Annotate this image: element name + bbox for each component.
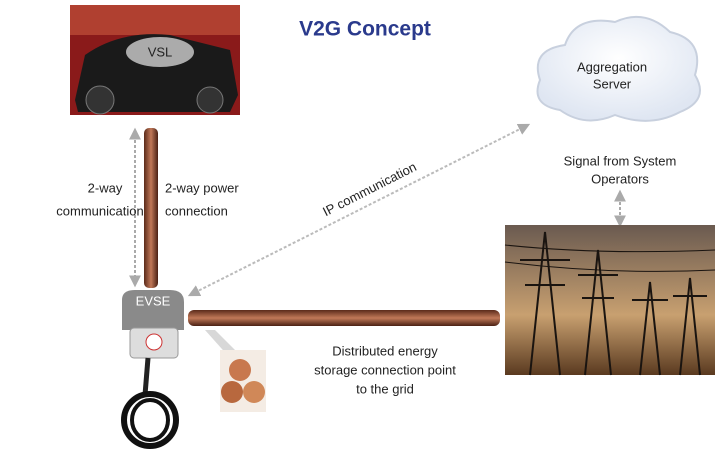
page: VSL V2G Concept Aggregation Server Signa… xyxy=(0,0,715,450)
evse-label: EVSE xyxy=(136,293,171,308)
diagram: VSL V2G Concept Aggregation Server Signa… xyxy=(0,0,715,450)
communication-label: 2-way xyxy=(88,180,123,195)
server-label: Server xyxy=(593,76,632,91)
ip-label: IP communication xyxy=(320,159,419,219)
grid-photo xyxy=(505,225,715,375)
signal-label: Signal from System xyxy=(564,153,677,168)
power-label: connection xyxy=(165,203,228,218)
signal-label: Operators xyxy=(591,171,649,186)
server-label: Aggregation xyxy=(577,59,647,74)
communication-label: communication xyxy=(56,203,143,218)
aggregation-cloud: Aggregation Server xyxy=(538,17,701,121)
cable-cross-section xyxy=(220,350,266,412)
title: V2G Concept xyxy=(299,18,431,41)
evse-unit: EVSE xyxy=(122,290,184,446)
power-label: 2-way power xyxy=(165,180,239,195)
grid-connection-label: to the grid xyxy=(356,381,414,396)
power-cable xyxy=(144,128,158,288)
ip-arrow xyxy=(190,125,528,295)
grid-connection-label: Distributed energy xyxy=(332,343,438,358)
grid-connection-label: storage connection point xyxy=(314,362,456,377)
vehicle-label: VSL xyxy=(148,44,173,59)
vehicle-photo: VSL xyxy=(70,5,240,115)
grid-cable xyxy=(188,310,500,326)
